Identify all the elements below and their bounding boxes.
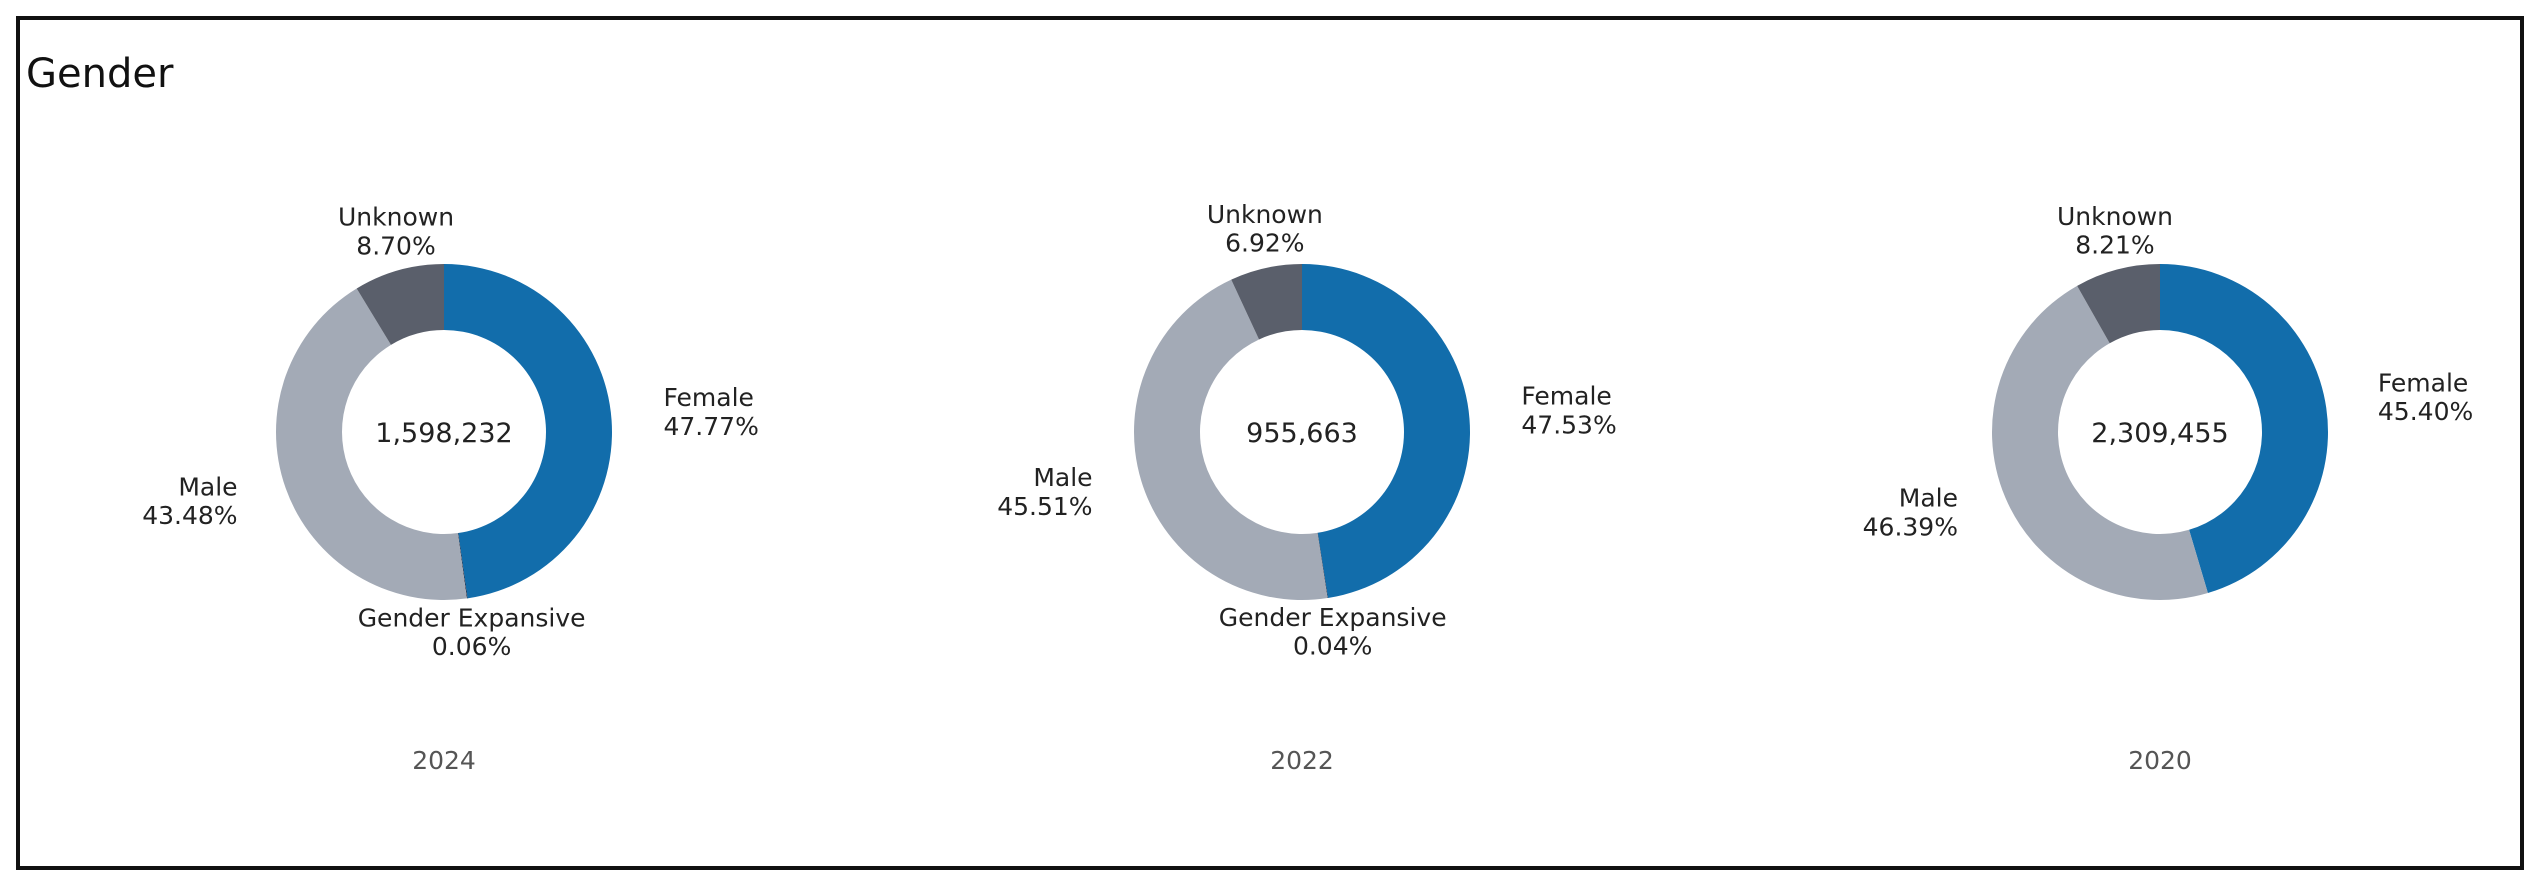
- slice-female: [1302, 264, 1470, 598]
- slice-label-female: Female 47.53%: [1521, 382, 1616, 440]
- slice-label-male: Male 43.48%: [142, 472, 237, 530]
- slice-male: [276, 288, 467, 600]
- slice-label-male: Male 45.51%: [997, 463, 1092, 521]
- slice-label-male: Male 46.39%: [1863, 484, 1958, 542]
- slice-unknown: [1231, 264, 1302, 340]
- slice-male: [1133, 279, 1328, 601]
- slice-unknown: [2077, 264, 2160, 344]
- slice-gender-expansive: [1317, 532, 1328, 599]
- year-caption: 2020: [2128, 746, 2192, 775]
- center-total: 955,663: [1246, 418, 1358, 449]
- year-caption: 2022: [1270, 746, 1334, 775]
- donut-chart-2024: Female 47.77% Gender Expansive 0.06% Male 43.…: [142, 203, 759, 775]
- slice-label-unknown: Unknown 6.92%: [1207, 200, 1323, 258]
- donut-chart-2022: Female 47.53% Gender Expansive 0.04% Male 45.…: [997, 200, 1616, 775]
- chart-panel: [16, 16, 2524, 870]
- slice-unknown: [356, 264, 444, 345]
- donut-chart-2020: Female 45.40% Male 46.39% Unknown 8.21% 2,309,…: [1863, 202, 2474, 775]
- center-total: 1,598,232: [375, 418, 512, 449]
- page-title: Gender: [26, 51, 174, 97]
- slice-gender-expansive: [457, 532, 468, 599]
- slice-label-female: Female 45.40%: [2378, 368, 2473, 426]
- slice-male: [1991, 285, 2208, 601]
- slice-label-unknown: Unknown 8.70%: [338, 203, 454, 261]
- center-total: 2,309,455: [2091, 418, 2228, 449]
- slice-female: [2160, 264, 2329, 594]
- slice-label-female: Female 47.77%: [664, 383, 759, 441]
- slice-female: [444, 264, 612, 599]
- year-caption: 2024: [412, 746, 476, 775]
- slice-label-gender-expansive: Gender Expansive 0.04%: [1219, 603, 1447, 661]
- slice-label-gender-expansive: Gender Expansive 0.06%: [358, 603, 586, 661]
- slice-label-unknown: Unknown 8.21%: [2057, 202, 2173, 260]
